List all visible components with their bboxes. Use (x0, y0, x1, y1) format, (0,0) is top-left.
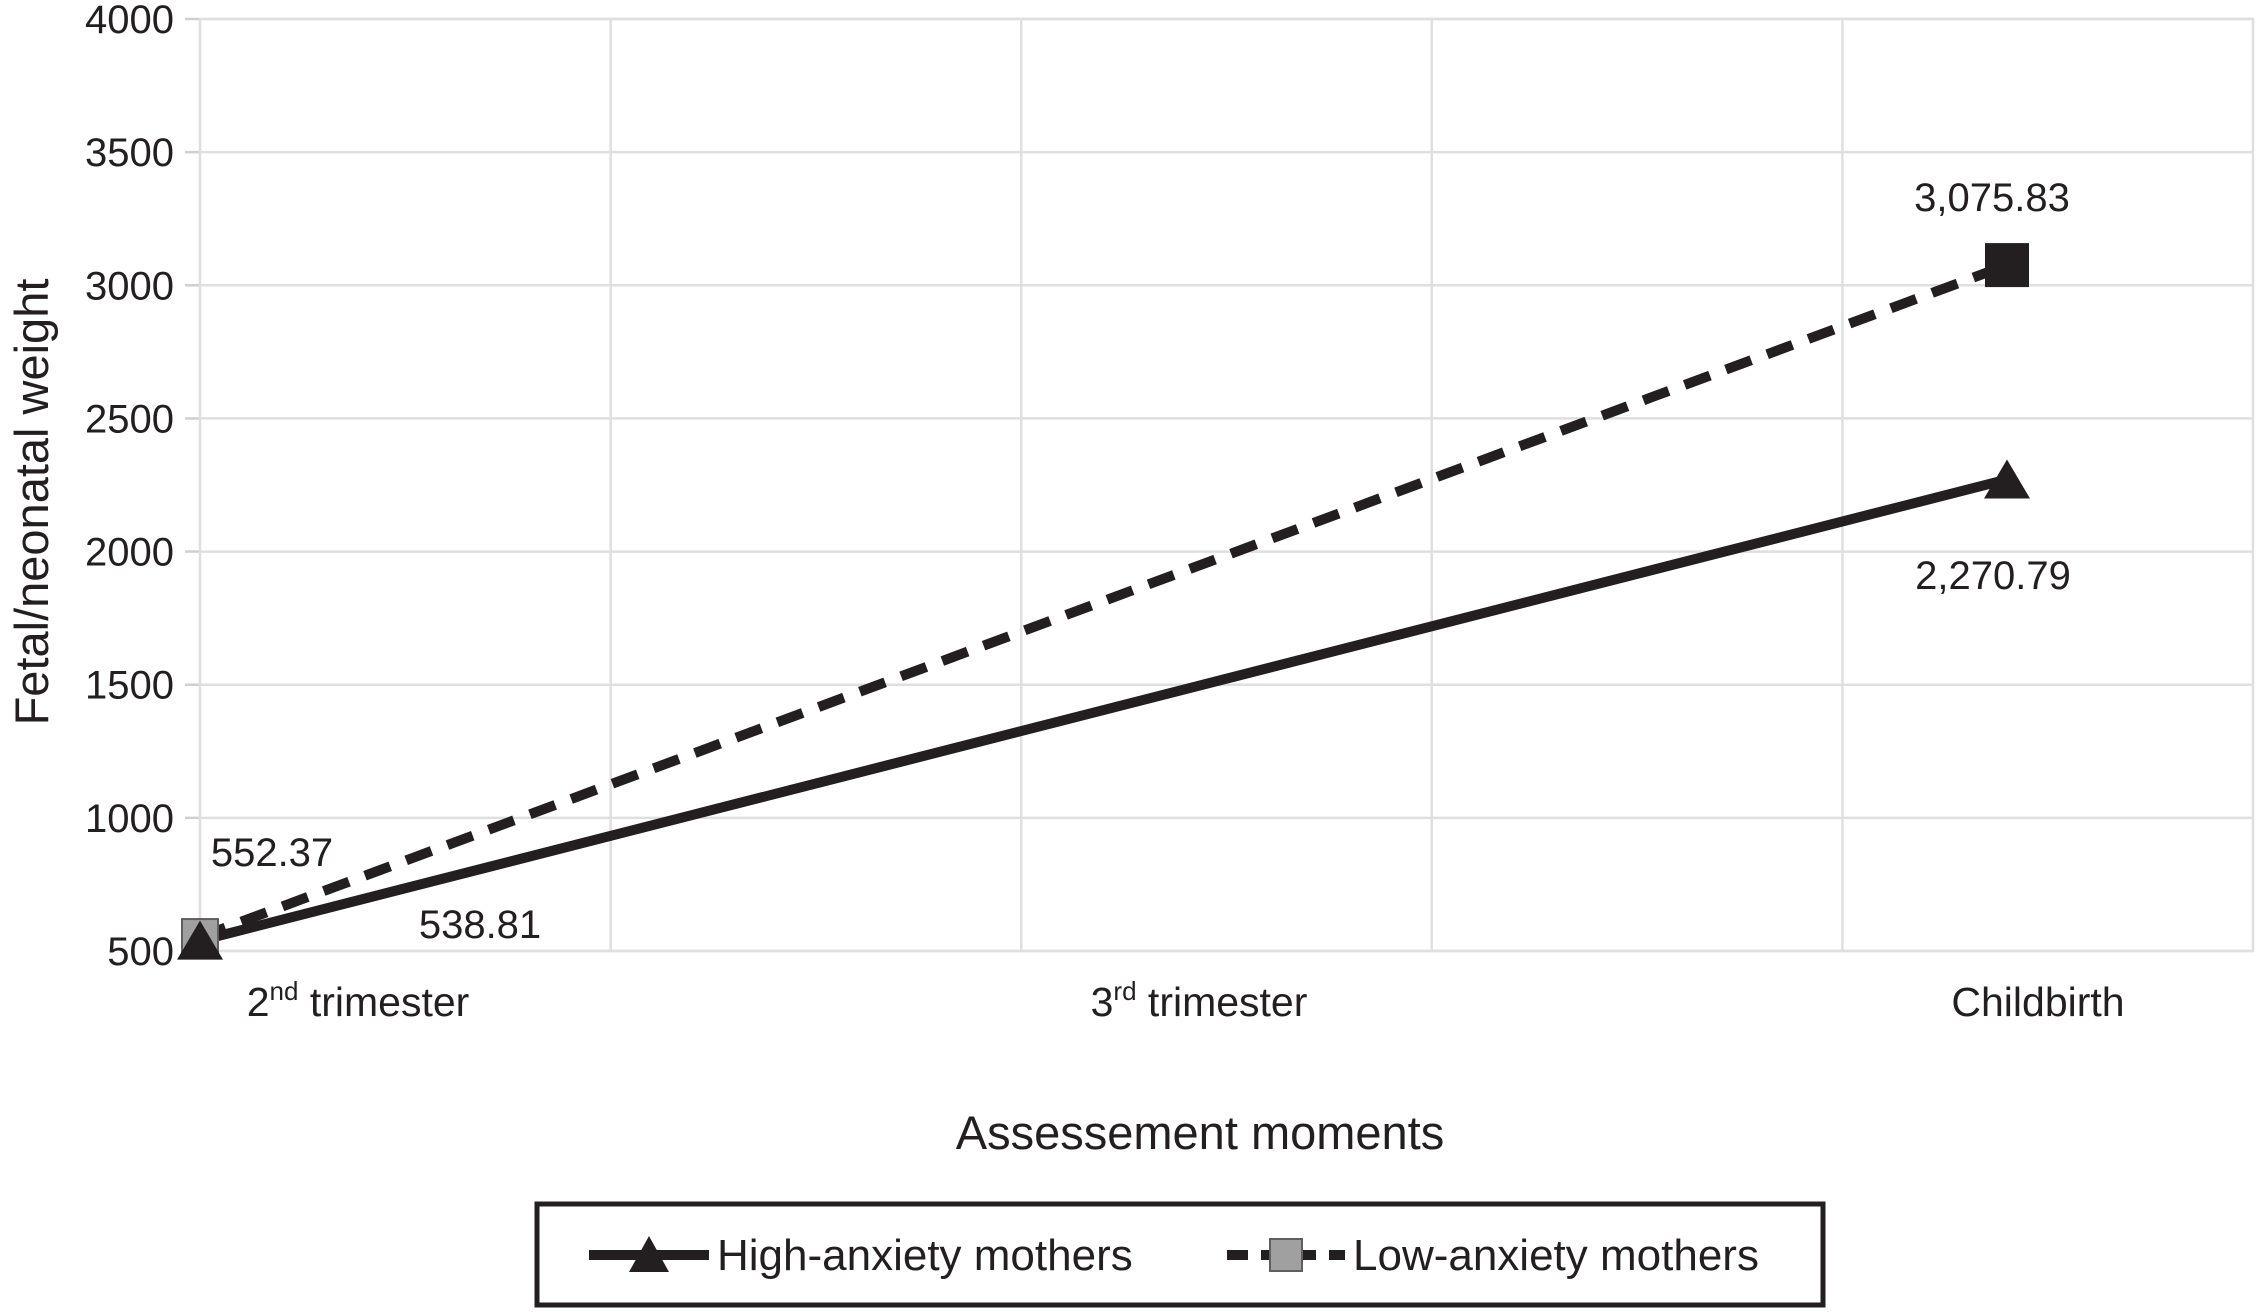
triangle-marker-icon (1984, 459, 2030, 499)
x-category-label: Childbirth (1951, 979, 2124, 1025)
series-line-dashed (198, 260, 2009, 942)
y-tick-label: 3500 (85, 131, 174, 175)
y-tick-label: 2000 (85, 531, 174, 575)
series-markers (177, 243, 2030, 960)
x-category-labels: 2nd trimester 3rd trimester Childbirth (247, 976, 2125, 1025)
series-lines (198, 260, 2009, 946)
triangle-marker-icon (629, 1236, 669, 1272)
legend-entry-high-anxiety: High-anxiety mothers (589, 1231, 1133, 1280)
legend-entry-low-anxiety: Low-anxiety mothers (1227, 1231, 1759, 1280)
legend: High-anxiety mothers Low-anxiety mothers (534, 1201, 1826, 1308)
y-tick-label: 1000 (85, 797, 174, 841)
legend-box (534, 1201, 1826, 1308)
y-tick-label: 1500 (85, 664, 174, 708)
y-tick-label: 3000 (85, 264, 174, 308)
data-labels: 538.81 2,270.79 552.37 3,075.83 (211, 176, 2071, 947)
data-label: 3,075.83 (1914, 176, 2070, 220)
legend-label-high-anxiety: High-anxiety mothers (717, 1231, 1133, 1280)
h-gridlines (200, 17, 2253, 953)
triangle-marker-icon (177, 920, 223, 960)
square-marker-icon (1269, 1238, 1303, 1272)
data-label: 538.81 (419, 903, 541, 947)
plot-border (198, 17, 2255, 953)
y-axis-title: Fetal/neonatal weight (5, 279, 58, 726)
data-label: 2,270.79 (1915, 554, 2071, 598)
series-line-solid (198, 474, 2009, 946)
y-tick-label: 2500 (85, 397, 174, 441)
y-tick-marks (185, 17, 200, 953)
x-category-label: 2nd trimester (247, 976, 470, 1025)
data-label: 552.37 (211, 831, 333, 875)
legend-label-low-anxiety: Low-anxiety mothers (1353, 1231, 1759, 1280)
y-tick-label: 4000 (85, 0, 174, 42)
y-tick-labels: 4000 3500 3000 2500 2000 1500 1000 500 (85, 0, 174, 974)
v-gridlines (609, 19, 1844, 951)
x-category-label: 3rd trimester (1091, 976, 1308, 1025)
y-tick-label: 500 (107, 930, 174, 974)
square-marker-icon (1985, 243, 2029, 288)
x-axis-title: Assessement moments (956, 1106, 1444, 1159)
